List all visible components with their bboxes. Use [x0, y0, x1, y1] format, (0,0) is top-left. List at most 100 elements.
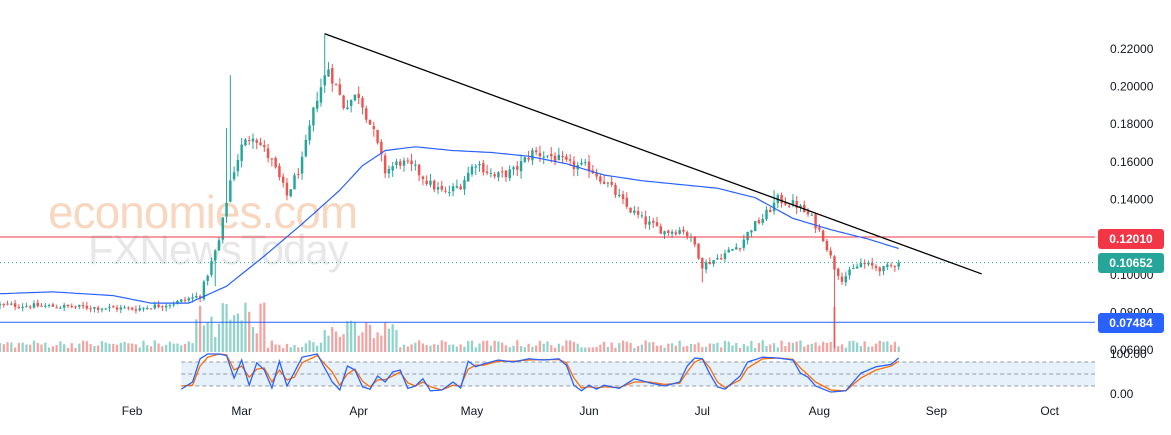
- candle-body: [429, 180, 432, 185]
- candle-body: [527, 157, 530, 160]
- volume-bar: [538, 340, 542, 352]
- volume-bar: [448, 344, 451, 352]
- candle: [735, 243, 738, 250]
- volume-bar: [844, 347, 847, 352]
- volume-bar: [149, 346, 153, 352]
- candle: [719, 253, 723, 261]
- candle-body: [663, 231, 666, 235]
- volume-bar: [772, 343, 776, 352]
- candle: [716, 254, 719, 261]
- candle: [848, 266, 851, 280]
- candle: [21, 303, 24, 312]
- watermark-line1: economies.com: [48, 186, 357, 238]
- candle-body: [300, 156, 304, 174]
- candle: [399, 159, 402, 170]
- volume-bar: [822, 341, 825, 352]
- candle-body: [93, 307, 96, 309]
- candle: [130, 306, 134, 311]
- candle-body: [410, 160, 413, 165]
- candle-body: [62, 304, 66, 308]
- candle: [553, 152, 557, 166]
- candle-body: [198, 296, 202, 299]
- candle-body: [421, 176, 425, 180]
- volume-bar: [606, 346, 610, 352]
- volume-bar: [636, 346, 640, 352]
- volume-bar: [376, 332, 379, 352]
- volume-bar: [614, 347, 617, 352]
- candle-body: [670, 231, 674, 234]
- candle-body: [119, 307, 123, 310]
- volume-bar: [648, 342, 651, 352]
- candle-body: [618, 194, 621, 197]
- volume-bar: [519, 346, 523, 352]
- candle-body: [236, 159, 240, 172]
- candle-body: [32, 303, 36, 308]
- candle-body: [723, 253, 727, 259]
- candle-body: [180, 299, 183, 302]
- overlay-lines: [0, 33, 1095, 323]
- candle: [297, 168, 300, 179]
- candle-body: [402, 160, 406, 166]
- volume-bar: [508, 347, 511, 352]
- candle: [455, 179, 459, 189]
- candle-body: [742, 239, 746, 248]
- candle-body: [463, 180, 466, 190]
- candle-body: [331, 68, 334, 84]
- candle-body: [870, 262, 874, 266]
- candle-body: [342, 95, 345, 109]
- candle: [44, 302, 47, 309]
- candle-body: [376, 129, 379, 143]
- candle-body: [425, 180, 428, 184]
- candle: [225, 127, 228, 223]
- candle: [610, 176, 613, 187]
- candle: [395, 158, 398, 169]
- volume-bar: [123, 341, 126, 352]
- candle-body: [17, 307, 21, 309]
- candle: [365, 105, 368, 124]
- volume-bar: [463, 346, 466, 352]
- candle-body: [357, 93, 360, 98]
- candle: [278, 163, 281, 181]
- candle: [112, 305, 115, 308]
- volume-bar: [531, 346, 534, 352]
- volume-bar: [663, 347, 666, 352]
- candle-body: [281, 176, 285, 183]
- candle: [557, 147, 561, 161]
- volume-bar: [591, 347, 594, 352]
- candle-body: [584, 162, 587, 164]
- y-tick-label: 0.14000: [1110, 193, 1154, 207]
- candle: [587, 154, 591, 179]
- volume-bar: [697, 342, 700, 352]
- volume-bar: [304, 343, 307, 352]
- volume-bar: [621, 340, 625, 352]
- candle-body: [115, 307, 119, 310]
- candle-body: [489, 172, 493, 174]
- volume-bar: [146, 345, 149, 352]
- candle: [636, 206, 640, 219]
- candle-body: [78, 304, 81, 307]
- candle: [621, 190, 625, 205]
- volume-bar: [893, 341, 897, 352]
- y-tick-label: 0.20000: [1110, 80, 1154, 94]
- candle: [667, 229, 670, 237]
- axes: 0.220000.200000.180000.160000.140000.100…: [122, 42, 1154, 418]
- volume-bar: [723, 340, 727, 352]
- candle-body: [2, 303, 6, 305]
- candle: [599, 173, 602, 185]
- volume-bar: [134, 344, 138, 352]
- volume-bar: [0, 343, 2, 352]
- candle: [247, 136, 251, 145]
- volume-bar: [814, 342, 817, 352]
- candle: [368, 119, 372, 126]
- candle: [874, 264, 878, 272]
- support-tag-label: 0.07484: [1109, 316, 1153, 330]
- y-tick-label: 0.06000: [1110, 343, 1154, 357]
- candle: [13, 299, 17, 311]
- candle: [323, 33, 326, 93]
- candle-body: [89, 308, 92, 310]
- candle-body: [417, 164, 421, 176]
- candle: [459, 183, 462, 191]
- candle: [516, 161, 519, 177]
- volume-bar: [803, 346, 806, 352]
